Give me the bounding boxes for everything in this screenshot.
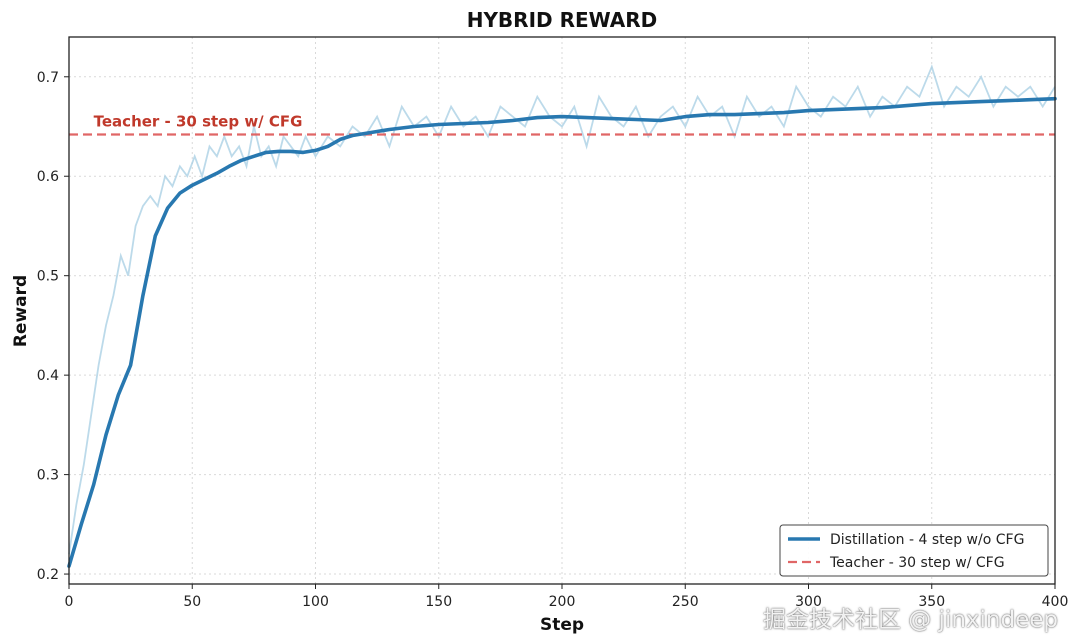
teacher-annotation: Teacher - 30 step w/ CFG [94,112,303,130]
x-tick-label: 100 [302,594,329,610]
x-axis-ticks: 0 50 100 150 200 250 300 350 400 [65,584,1069,610]
x-tick-label: 250 [672,594,699,610]
raw-reward-line [68,64,1056,555]
legend-box [779,524,1049,577]
x-tick-label: 50 [183,594,201,610]
y-tick-label: 0.2 [37,567,59,583]
legend-label-distillation: Distillation - 4 step w/o CFG [830,532,1024,548]
y-tick-label: 0.6 [37,169,59,185]
x-tick-label: 0 [65,594,74,610]
y-tick-label: 0.3 [37,468,59,484]
x-tick-label: 200 [549,594,576,610]
plot-frame [68,36,1056,585]
x-tick-label: 300 [795,594,822,610]
y-axis-label: Reward [11,275,31,347]
x-tick-label: 400 [1042,594,1069,610]
distillation-line [67,96,1057,568]
chart-title: HYBRID REWARD [467,8,658,32]
y-axis-ticks: 0.2 0.3 0.4 0.5 0.6 0.7 [37,70,69,583]
y-tick-label: 0.4 [37,368,59,384]
y-tick-label: 0.5 [37,269,59,285]
x-tick-label: 350 [918,594,945,610]
legend-label-teacher: Teacher - 30 step w/ CFG [829,555,1005,571]
y-tick-label: 0.7 [37,70,59,86]
x-axis-label: Step [540,615,584,635]
watermark: 掘金技术社区 @ jinxindeep [762,607,1058,633]
legend: Distillation - 4 step w/o CFG Teacher - … [779,524,1049,577]
x-tick-label: 150 [425,594,452,610]
